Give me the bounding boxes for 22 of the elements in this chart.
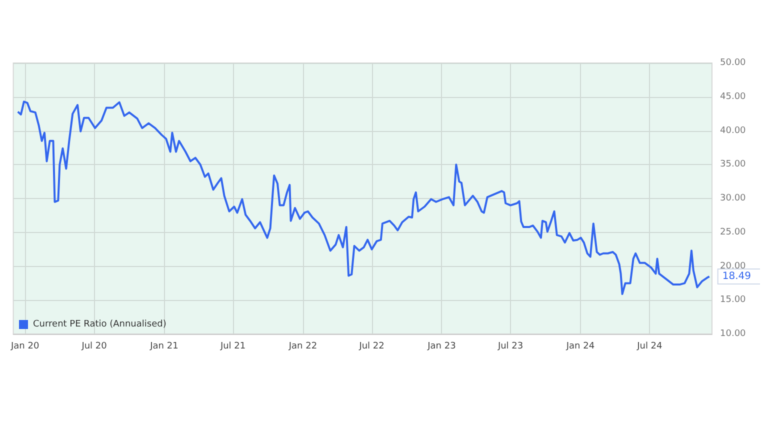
y-tick-label: 25.00 [720, 227, 746, 238]
legend-label: Current PE Ratio (Annualised) [33, 320, 166, 330]
y-tick-label: 45.00 [720, 92, 746, 102]
x-tick-label: Jul 21 [219, 342, 246, 352]
y-tick-label: 35.00 [720, 160, 746, 170]
x-tick-label: Jul 23 [496, 342, 524, 352]
y-tick-label: 20.00 [720, 261, 746, 272]
y-tick-label: 50.00 [720, 58, 746, 68]
line-series [16, 100, 710, 296]
annotation: 18.49 [722, 270, 751, 282]
y-tick-label: 15.00 [720, 295, 746, 306]
x-tick-label: Jan 23 [426, 342, 456, 352]
x-tick-label: Jan 20 [10, 342, 40, 352]
y-tick-label: 40.00 [720, 126, 746, 136]
x-tick-label: Jul 20 [80, 342, 108, 352]
x-tick-label: Jul 22 [358, 342, 384, 352]
y-tick-label: 10.00 [720, 329, 746, 339]
x-tick-label: Jan 21 [149, 342, 178, 352]
y-tick-label: 30.00 [720, 194, 746, 204]
x-tick-label: Jan 22 [288, 342, 318, 352]
x-tick-label: Jul 24 [636, 342, 663, 352]
x-tick-label: Jan 24 [565, 342, 595, 352]
